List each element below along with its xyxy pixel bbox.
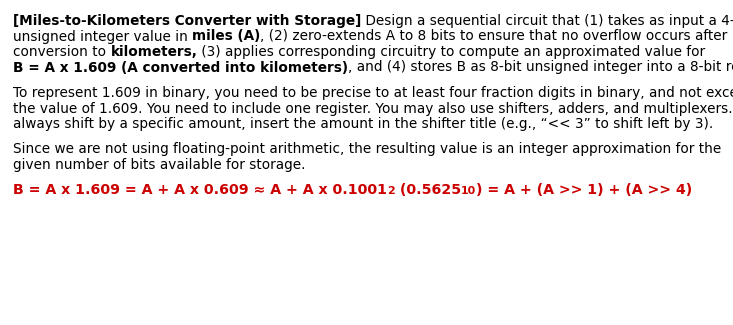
Text: Since we are not using floating-point arithmetic, the resulting value is an inte: Since we are not using floating-point ar…	[13, 142, 721, 157]
Text: given number of bits available for storage.: given number of bits available for stora…	[13, 158, 306, 172]
Text: kilometers,: kilometers,	[111, 45, 197, 59]
Text: always shift by a specific amount, insert the amount in the shifter title (e.g.,: always shift by a specific amount, inser…	[13, 117, 713, 131]
Text: B = A x 1.609 = A + A x 0.609 ≈ A + A x 0.1001: B = A x 1.609 = A + A x 0.609 ≈ A + A x …	[13, 183, 387, 197]
Text: 2: 2	[387, 186, 395, 196]
Text: 10: 10	[461, 186, 476, 196]
Text: Design a sequential circuit that (1) takes as input a 4-bit: Design a sequential circuit that (1) tak…	[361, 14, 733, 28]
Text: B = A x 1.609 (A converted into kilometers): B = A x 1.609 (A converted into kilomete…	[13, 60, 348, 74]
Text: [Miles-to-Kilometers Converter with Storage]: [Miles-to-Kilometers Converter with Stor…	[13, 14, 361, 28]
Text: miles (A): miles (A)	[192, 30, 260, 44]
Text: ) = A + (A >> 1) + (A >> 4): ) = A + (A >> 1) + (A >> 4)	[476, 183, 693, 197]
Text: (3) applies corresponding circuitry to compute an approximated value for: (3) applies corresponding circuitry to c…	[197, 45, 705, 59]
Text: To represent 1.609 in binary, you need to be precise to at least four fraction d: To represent 1.609 in binary, you need t…	[13, 86, 733, 100]
Text: (0.5625: (0.5625	[395, 183, 461, 197]
Text: , and (4) stores B as 8-bit unsigned integer into a 8-bit register.: , and (4) stores B as 8-bit unsigned int…	[348, 60, 733, 74]
Text: , (2) zero-extends A to 8 bits to ensure that no overflow occurs after: , (2) zero-extends A to 8 bits to ensure…	[260, 30, 728, 44]
Text: conversion to: conversion to	[13, 45, 111, 59]
Text: unsigned integer value in: unsigned integer value in	[13, 30, 192, 44]
Text: the value of 1.609. You need to include one register. You may also use shifters,: the value of 1.609. You need to include …	[13, 101, 733, 115]
